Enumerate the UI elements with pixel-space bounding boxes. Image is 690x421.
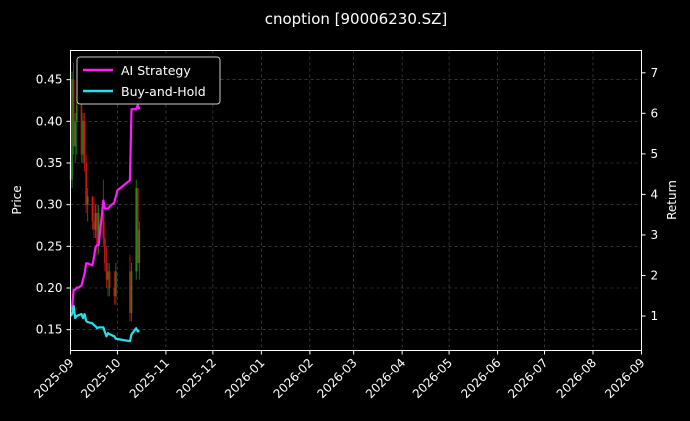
chart-title: cnoption [90006230.SZ] (265, 10, 448, 28)
y2-tick-label: 1 (651, 309, 659, 323)
y-tick-label: 0.45 (36, 73, 63, 87)
candle-body (72, 79, 75, 147)
y2-tick-label: 6 (651, 106, 659, 120)
candle-body (74, 121, 76, 147)
candle-body (113, 288, 116, 297)
candle-body (115, 271, 117, 297)
candle-body (91, 196, 94, 222)
series-line (69, 104, 141, 311)
y2-tick-label: 4 (651, 187, 659, 201)
y-axis-left: 0.15 0.20 0.25 0.30 0.35 0.40 0.45 (36, 73, 71, 337)
y-tick-label: 0.40 (36, 114, 63, 128)
candle-body (136, 188, 139, 263)
candle-body (86, 196, 89, 205)
candle-body (85, 163, 87, 205)
series-line (69, 304, 141, 343)
candle-body (71, 79, 73, 180)
candle-body (83, 121, 86, 163)
candle-body (102, 213, 105, 238)
candle-body (93, 221, 95, 230)
candle-body (138, 229, 141, 263)
y2-tick-label: 3 (651, 228, 659, 242)
candle-body (82, 121, 84, 155)
y-tick-label: 0.30 (36, 198, 63, 212)
candle-body (94, 213, 97, 230)
y2-axis-label: Return (665, 180, 679, 220)
y-axis-label: Price (10, 185, 24, 214)
y2-tick-label: 5 (651, 147, 659, 161)
candle-body (130, 271, 133, 313)
candle-body (135, 188, 138, 272)
candle-body (80, 104, 83, 155)
y2-tick-label: 7 (651, 66, 659, 80)
legend-label-buyhold: Buy-and-Hold (121, 84, 206, 99)
candle-body (108, 271, 111, 288)
candle-body (129, 271, 131, 313)
legend: AI Strategy Buy-and-Hold (76, 56, 221, 105)
candle-body (104, 238, 106, 263)
plot-frame (70, 50, 642, 351)
return-lines (69, 104, 141, 343)
y-tick-label: 0.20 (36, 281, 63, 295)
y-tick-label: 0.35 (36, 156, 63, 170)
candle-body (105, 263, 108, 280)
y2-tick-label: 2 (651, 269, 659, 283)
y-axis-right: 1 2 3 4 5 6 7 (641, 66, 659, 323)
candle-body (75, 104, 78, 122)
y-tick-label: 0.25 (36, 239, 63, 253)
candle-body (107, 271, 109, 280)
candle-body (97, 213, 100, 247)
candlesticks (69, 63, 141, 322)
candle-body (96, 213, 98, 247)
y-tick-label: 0.15 (36, 323, 63, 337)
legend-label-strategy: AI Strategy (121, 63, 191, 78)
